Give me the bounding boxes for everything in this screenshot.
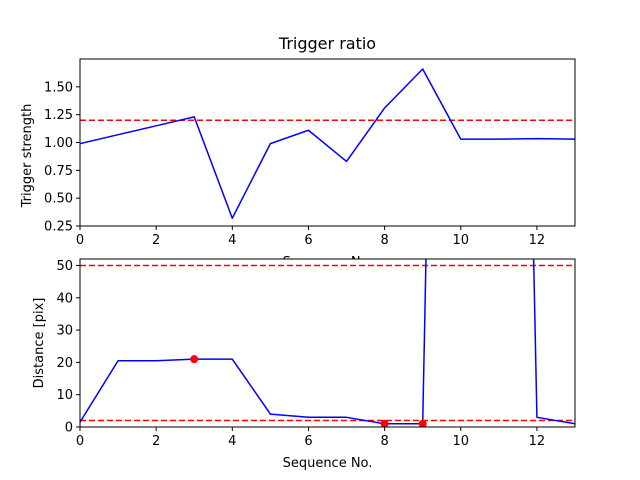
x-tick-label: 2 — [152, 233, 160, 248]
x-tick-label: 10 — [452, 434, 469, 449]
axes-frame — [79, 258, 576, 428]
data-point-marker — [418, 419, 427, 427]
trigger-ratio-chart: Trigger ratio Trigger strength Sequence … — [20, 34, 576, 270]
series-line — [80, 68, 575, 219]
x-tick-label: 12 — [529, 233, 546, 248]
plot-area: 0 2 4 6 8 10 12 0 10 20 30 40 50 — [56, 258, 576, 449]
x-tick-label: 0 — [76, 434, 84, 449]
x-tick-label: 8 — [380, 434, 388, 449]
plot-content — [80, 68, 575, 219]
y-tick-label: 20 — [56, 356, 73, 371]
plot-area: 0 2 4 6 8 10 12 0.25 0.50 0.75 1.00 1.25 1.50 — [44, 58, 576, 248]
y-tick-label: 0 — [65, 421, 73, 436]
data-point-marker — [190, 355, 199, 364]
y-tick-label: 10 — [56, 388, 73, 403]
y-tick-label: 0.25 — [44, 220, 73, 235]
y-tick-label: 1.00 — [44, 136, 73, 151]
y-axis-label: Trigger strength — [20, 104, 35, 209]
x-axis-label: Sequence No. — [283, 456, 373, 471]
y-tick-label: 0.75 — [44, 164, 73, 179]
x-tick-label: 10 — [452, 233, 469, 248]
y-tick-label: 40 — [56, 291, 73, 306]
y-tick-label: 1.25 — [44, 108, 73, 123]
y-tick-label: 50 — [56, 259, 73, 274]
x-tick-label: 0 — [76, 233, 84, 248]
y-tick-label: 30 — [56, 324, 73, 339]
plot-content — [80, 259, 575, 427]
y-tick-label: 1.50 — [44, 80, 73, 95]
x-tick-label: 4 — [228, 434, 236, 449]
lower-plot-background — [80, 259, 575, 427]
data-point-marker — [380, 419, 389, 427]
x-tick-label: 8 — [380, 233, 388, 248]
x-tick-label: 6 — [304, 434, 312, 449]
chart-title: Trigger ratio — [278, 34, 376, 53]
x-tick-label: 12 — [529, 434, 546, 449]
x-tick-label: 2 — [152, 434, 160, 449]
y-tick-label: 0.50 — [44, 192, 73, 207]
x-tick-label: 6 — [304, 233, 312, 248]
x-tick-label: 4 — [228, 233, 236, 248]
y-axis-label: Distance [pix] — [32, 298, 47, 389]
series-line — [80, 259, 575, 425]
distance-chart: Distance [pix] Sequence No. 0 2 4 6 8 10 12 0 10… — [32, 258, 576, 471]
